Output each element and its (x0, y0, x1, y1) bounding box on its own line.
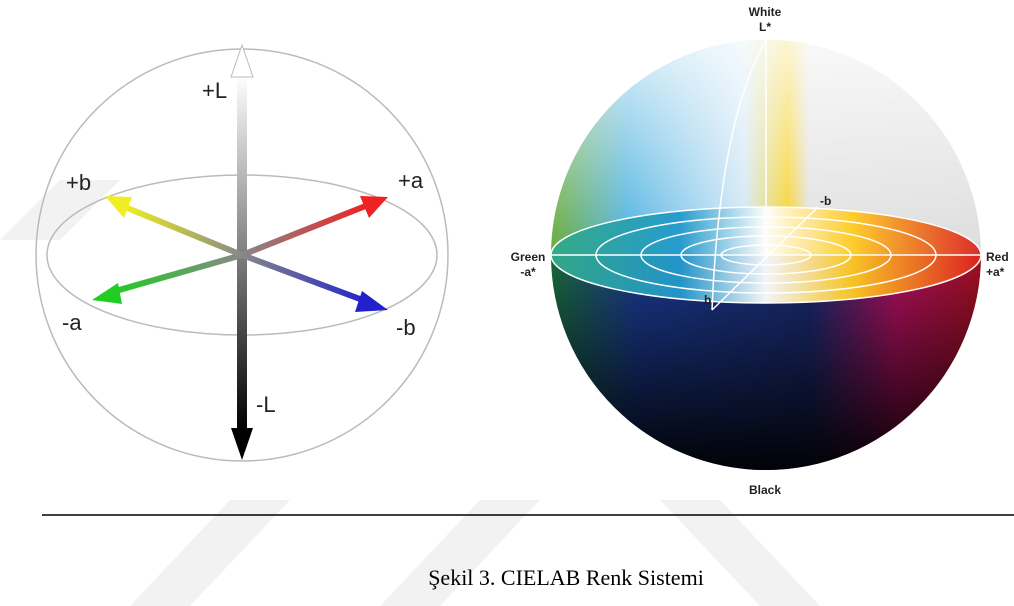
label: +a* (986, 265, 1005, 279)
label: +b (66, 170, 91, 195)
caption: Şekil 3. CIELAB Renk Sistemi (428, 565, 704, 590)
label: Red (986, 250, 1009, 264)
label: -b (820, 194, 831, 208)
label: b (704, 293, 711, 307)
label: +a (398, 168, 424, 193)
label: Black (749, 483, 781, 497)
label: White (749, 5, 782, 19)
label: Green (511, 250, 546, 264)
page: +L -L +a -a +b -b White L* Black Green -… (0, 0, 1014, 606)
label: -L (256, 392, 276, 417)
label: -a (62, 310, 82, 335)
label: L* (759, 20, 771, 34)
label: +L (202, 78, 227, 103)
label: -b (396, 315, 416, 340)
label: -a* (520, 265, 536, 279)
